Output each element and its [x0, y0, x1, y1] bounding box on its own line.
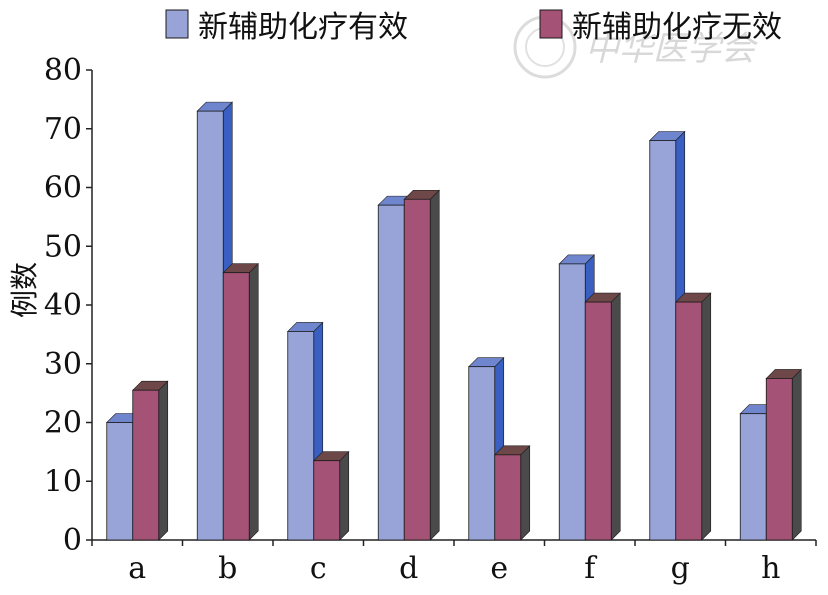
- bar-side-face: [339, 450, 350, 541]
- bar-g-ineffective: [675, 292, 712, 541]
- bar-front-face: [106, 422, 134, 541]
- y-tick-label: 80: [44, 53, 82, 88]
- x-tick-label: a: [128, 551, 146, 586]
- bar-c-ineffective: [313, 450, 350, 541]
- bar-front-face: [196, 110, 224, 541]
- bar-front-face: [739, 413, 767, 541]
- bar-front-face: [132, 389, 160, 541]
- x-tick-label: g: [671, 551, 690, 586]
- bar-side-face: [610, 292, 621, 541]
- legend-swatch: [539, 9, 563, 39]
- y-tick-label: 20: [44, 406, 82, 441]
- y-tick-label: 10: [44, 464, 82, 499]
- bar-front-face: [675, 301, 703, 541]
- watermark-text: 中华医学会: [585, 29, 759, 69]
- bar-a-ineffective: [132, 380, 169, 541]
- x-tick-label: f: [584, 551, 597, 586]
- y-tick-label: 70: [44, 112, 82, 147]
- y-tick-label: 60: [44, 171, 82, 206]
- y-tick-label: 30: [44, 347, 82, 382]
- legend-item-ineffective: 新辅助化疗无效: [539, 9, 782, 45]
- legend-swatch: [165, 9, 189, 39]
- bar-side-face: [791, 368, 802, 541]
- x-tick-label: b: [218, 551, 237, 586]
- bar-front-face: [222, 272, 250, 541]
- bar-front-face: [558, 263, 586, 541]
- y-tick-label: 40: [44, 288, 82, 323]
- bar-d-ineffective: [403, 189, 440, 541]
- y-tick-label: 0: [63, 523, 82, 558]
- watermark: 中华医学会: [513, 15, 759, 79]
- legend-label: 新辅助化疗无效: [572, 10, 782, 45]
- bar-side-face: [248, 262, 259, 541]
- bar-front-face: [403, 198, 431, 541]
- bar-side-face: [520, 445, 531, 541]
- bar-front-face: [584, 301, 612, 541]
- bar-f-ineffective: [584, 292, 621, 541]
- x-axis-labels: a b c d e f g h: [128, 551, 780, 586]
- bar-front-face: [468, 366, 496, 541]
- y-tick-label: 50: [44, 229, 82, 264]
- bar-side-face: [701, 292, 712, 541]
- legend-item-effective: 新辅助化疗有效: [165, 9, 408, 45]
- legend: 新辅助化疗有效 新辅助化疗无效: [165, 9, 782, 45]
- bar-front-face: [649, 140, 677, 541]
- x-tick-label: h: [761, 551, 780, 586]
- bar-front-face: [287, 331, 315, 541]
- bar-b-ineffective: [222, 262, 259, 541]
- x-tick-label: c: [310, 551, 327, 586]
- bar-side-face: [158, 380, 169, 541]
- bar-side-face: [429, 189, 440, 541]
- axes: 0 10 20 30 40 50 60 70 80: [44, 53, 817, 558]
- bar-front-face: [765, 378, 793, 541]
- x-tick-label: d: [399, 551, 418, 586]
- bar-e-ineffective: [494, 445, 531, 541]
- bar-h-ineffective: [765, 368, 802, 541]
- bar-front-face: [494, 454, 522, 541]
- bar-front-face: [377, 204, 405, 541]
- y-axis-label: 例数: [8, 262, 41, 318]
- bar-front-face: [313, 460, 341, 541]
- x-tick-label: e: [490, 551, 508, 586]
- bars: [106, 101, 802, 541]
- legend-label: 新辅助化疗有效: [198, 10, 408, 45]
